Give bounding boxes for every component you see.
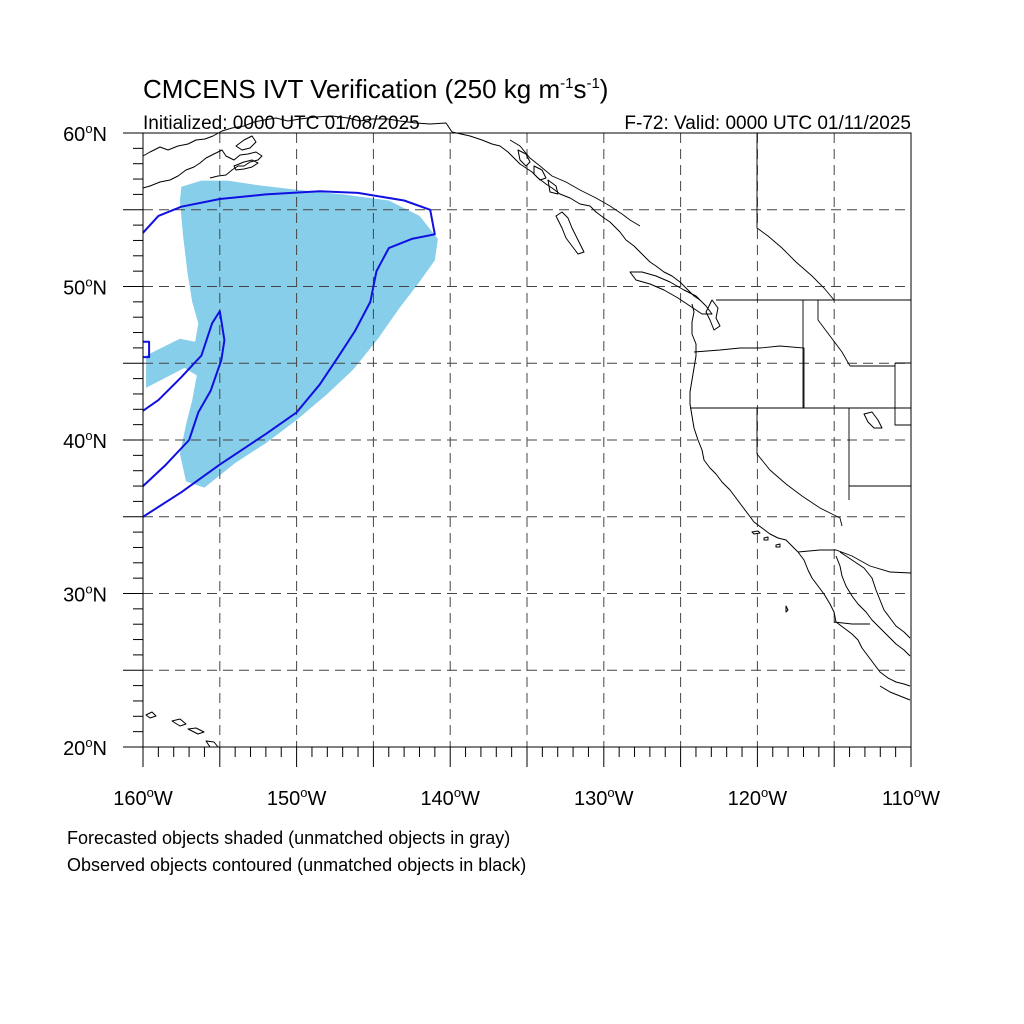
us-west-coast — [689, 303, 799, 553]
kodiak-island — [233, 159, 259, 171]
observed-objects — [142, 190, 436, 518]
lat-label: 50oN — [63, 275, 107, 300]
observed-object-contour — [142, 310, 226, 487]
haida-gwaii — [555, 211, 585, 255]
lat-label: 30oN — [63, 582, 107, 607]
guadalupe-island — [785, 605, 789, 613]
vancouver-island — [629, 271, 713, 315]
wa-or-border — [693, 345, 805, 408]
hawaii-islands — [145, 711, 219, 748]
lon-label: 140oW — [420, 785, 480, 810]
se-alaska-coast — [451, 131, 701, 301]
valid-time-label: F-72: Valid: 0000 UTC 01/11/2025 — [624, 113, 911, 134]
puget-sound — [705, 299, 721, 331]
alberta-bc-border — [756, 133, 835, 301]
alaska-peninsula — [142, 149, 263, 189]
great-salt-lake — [863, 411, 883, 429]
forecast-note: Forecasted objects shaded (unmatched obj… — [67, 828, 510, 848]
us-mexico-border — [797, 549, 912, 574]
axis-ticks — [123, 132, 912, 767]
baja-west-coast — [797, 551, 911, 687]
lon-label: 150oW — [267, 785, 327, 810]
observed-object-contour — [142, 190, 436, 518]
lat-label: 40oN — [63, 428, 107, 453]
mexico-south-coast — [879, 685, 911, 701]
graticule — [143, 133, 911, 747]
lat-label: 20oN — [63, 735, 107, 760]
channel-islands — [751, 530, 781, 548]
baja-east-coast — [835, 555, 911, 657]
id-mt-border — [817, 300, 851, 367]
figure-title: CMCENS IVT Verification (250 kg m-1s-1) — [143, 74, 608, 104]
forecast-objects — [146, 180, 438, 488]
mexico-state-border — [833, 621, 870, 625]
lon-label: 110oW — [882, 785, 940, 810]
alexander-archipelago — [517, 149, 559, 195]
wy-border — [894, 362, 911, 426]
initialized-label: Initialized: 0000 UTC 01/08/2025 — [143, 113, 420, 134]
observed-object-contour — [143, 340, 151, 359]
political-borders — [509, 133, 912, 625]
lat-label: 60oN — [63, 121, 107, 146]
map-panel — [142, 115, 912, 748]
forecast-object — [146, 180, 438, 488]
ca-nv-border — [756, 408, 843, 527]
lon-label: 160oW — [113, 785, 173, 810]
alaska-canada-border — [509, 139, 641, 227]
observed-note: Observed objects contoured (unmatched ob… — [67, 855, 526, 875]
gulf-california-mainland — [839, 551, 911, 639]
alaska-inlet — [235, 135, 257, 151]
lon-label: 120oW — [728, 785, 788, 810]
lon-label: 130oW — [574, 785, 634, 810]
alaska-coast — [142, 115, 453, 157]
